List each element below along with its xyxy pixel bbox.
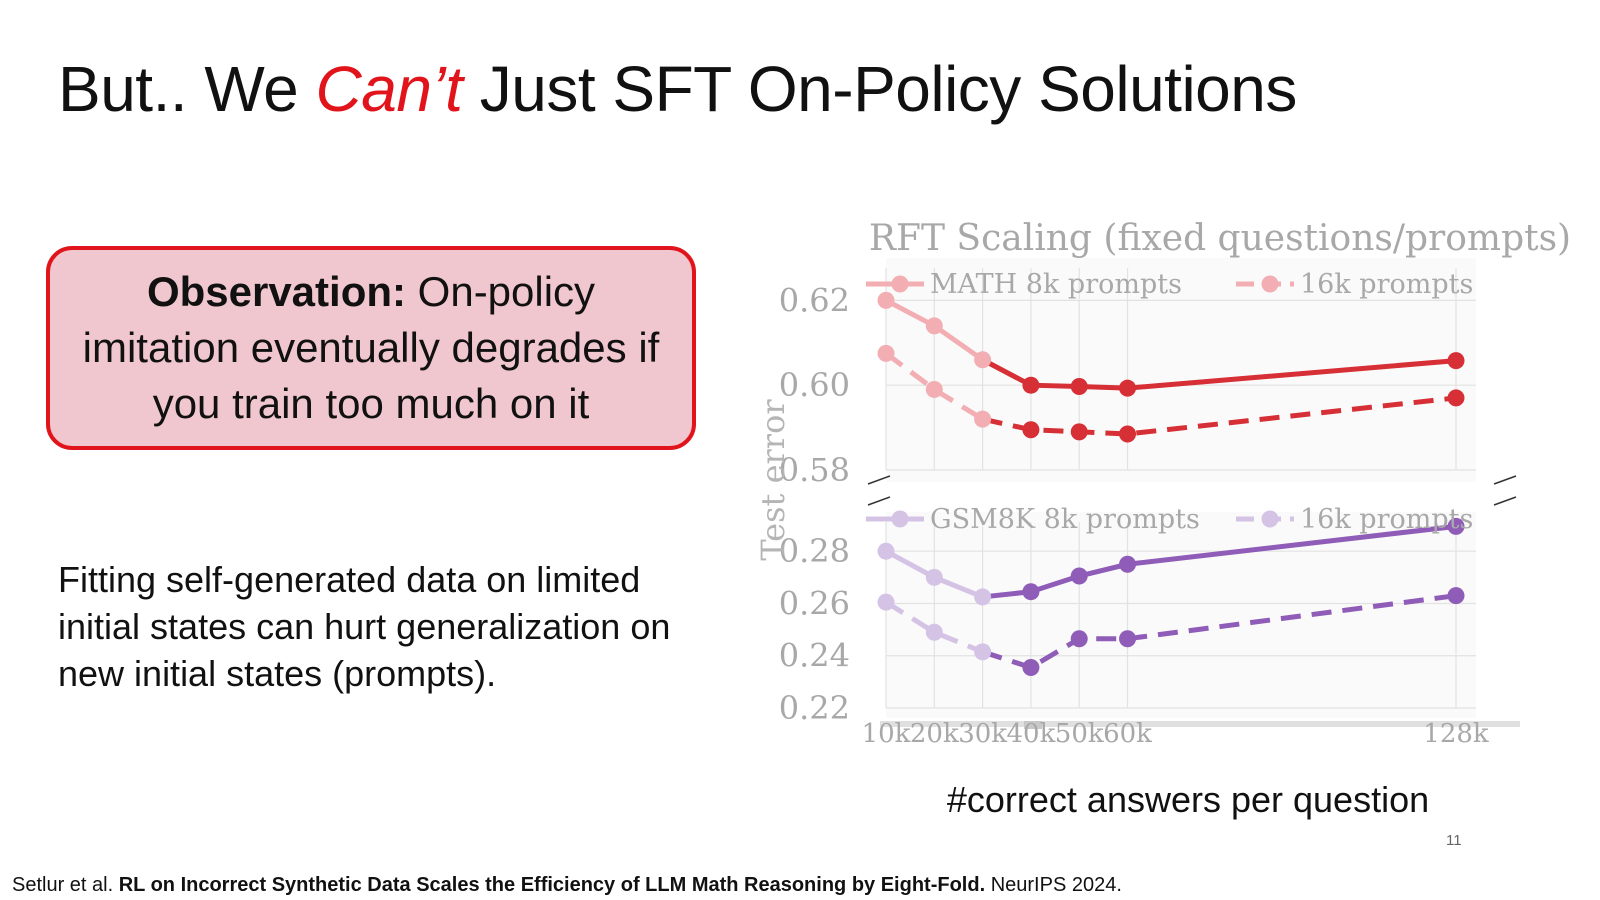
y-tick-label: 0.24 xyxy=(779,637,850,675)
citation-authors: Setlur et al. xyxy=(12,874,119,896)
citation-title: RL on Incorrect Synthetic Data Scales th… xyxy=(118,874,986,896)
x-axis-break-mark xyxy=(1024,721,1042,729)
y-axis-label: Test error xyxy=(754,399,792,561)
legend-swatch-marker xyxy=(1261,275,1279,293)
legend-swatch-marker xyxy=(891,275,909,293)
chart-title: RFT Scaling (fixed questions/prompts) xyxy=(869,218,1571,259)
grid-layer xyxy=(885,268,1476,709)
series-layer xyxy=(877,291,1465,676)
x-tick-label: 20k xyxy=(910,719,959,749)
x-tick-label: 60k xyxy=(1103,719,1152,749)
data-point xyxy=(1447,517,1465,535)
data-point xyxy=(1022,421,1040,439)
y-tick-label: 0.58 xyxy=(779,451,850,489)
data-point xyxy=(1447,587,1465,605)
axis-break-marks xyxy=(867,475,1517,506)
data-point xyxy=(1119,379,1137,397)
data-point xyxy=(1447,389,1465,407)
citation-venue: NeurIPS 2024. xyxy=(985,874,1122,896)
data-point xyxy=(974,643,992,661)
observation-text: On-policy imitation eventually degrades … xyxy=(82,268,660,427)
data-point xyxy=(877,542,895,560)
gsm8k-panel-background xyxy=(886,512,1476,718)
legend-swatch-marker xyxy=(1261,510,1279,528)
data-point xyxy=(1119,555,1137,573)
data-point xyxy=(1022,583,1040,601)
data-point xyxy=(974,410,992,428)
label-layer: 10k 20k 30k 40k 50k 60k 128k 0.58 0.60 0.62 MATH 8… xyxy=(779,269,1489,749)
data-point xyxy=(1070,567,1088,585)
data-point xyxy=(1022,376,1040,394)
data-point xyxy=(925,317,943,335)
x-axis-label: #correct answers per question xyxy=(947,779,1429,820)
observation-text-block: Observation: On-policy imitation eventua… xyxy=(74,264,668,432)
data-point xyxy=(1119,630,1137,648)
data-point xyxy=(1022,658,1040,676)
data-point xyxy=(1447,352,1465,370)
y-tick-label: 0.22 xyxy=(779,689,850,727)
data-point xyxy=(1119,425,1137,443)
data-point xyxy=(925,568,943,586)
data-point xyxy=(974,351,992,369)
data-point xyxy=(925,623,943,641)
data-point xyxy=(974,588,992,606)
data-point xyxy=(925,380,943,398)
observation-callout: Observation: On-policy imitation eventua… xyxy=(46,246,696,450)
series-line-early xyxy=(884,600,984,655)
x-tick-label: 30k xyxy=(958,719,1007,749)
slide-title: But.. We Can’t Just SFT On-Policy Soluti… xyxy=(58,52,1297,126)
x-tick-label: 50k xyxy=(1055,719,1104,749)
body-paragraph: Fitting self-generated data on limited i… xyxy=(58,559,671,694)
data-point xyxy=(877,291,895,309)
title-part-2: Just SFT On-Policy Solutions xyxy=(462,53,1298,125)
citation: Setlur et al. RL on Incorrect Synthetic … xyxy=(12,874,1122,897)
legend-label: 16k prompts xyxy=(1300,504,1473,535)
y-tick-label: 0.60 xyxy=(779,366,850,404)
x-tick-label: 10k xyxy=(862,719,911,749)
legend-swatch-marker xyxy=(891,510,909,528)
x-tick-label: 128k xyxy=(1423,719,1489,749)
data-point xyxy=(1070,630,1088,648)
title-accent-word: Can’t xyxy=(315,53,463,125)
axis-layer xyxy=(867,475,1520,729)
series-line-early xyxy=(884,351,984,422)
math-panel-background xyxy=(886,258,1476,482)
data-point xyxy=(1070,423,1088,441)
observation-label: Observation: xyxy=(146,268,406,315)
legend-label: GSM8K 8k prompts xyxy=(930,504,1200,535)
title-part-1: But.. We xyxy=(58,53,316,125)
data-point xyxy=(877,593,895,611)
y-tick-label: 0.62 xyxy=(779,281,850,319)
data-point xyxy=(877,344,895,362)
legend-label: 16k prompts xyxy=(1300,269,1473,300)
data-point xyxy=(1070,377,1088,395)
page-number: 11 xyxy=(1446,832,1462,849)
x-tick-label: 40k xyxy=(1006,719,1055,749)
legend-label: MATH 8k prompts xyxy=(930,269,1182,300)
y-tick-label: 0.26 xyxy=(779,584,850,622)
y-tick-label: 0.28 xyxy=(779,532,850,570)
